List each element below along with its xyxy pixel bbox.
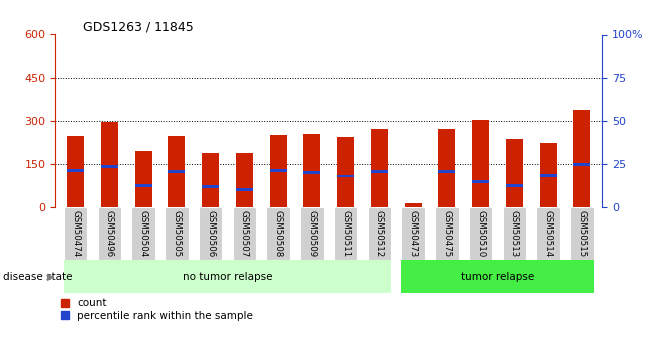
Bar (469, 207, 492, 260)
Text: GSM50511: GSM50511 (341, 210, 350, 257)
Text: GSM50509: GSM50509 (307, 210, 316, 257)
Bar (371, 170, 388, 172)
Text: GSM50505: GSM50505 (173, 210, 182, 257)
Bar (574, 163, 590, 166)
Bar (199, 207, 223, 260)
Bar (337, 137, 354, 207)
Bar (300, 207, 324, 260)
Bar (506, 139, 523, 207)
Text: GSM50512: GSM50512 (375, 210, 384, 257)
Bar (435, 207, 459, 260)
Bar (165, 207, 189, 260)
Bar (266, 207, 290, 260)
Bar (101, 122, 118, 207)
Bar (472, 180, 489, 183)
Bar (506, 184, 523, 187)
Text: GSM50473: GSM50473 (409, 210, 418, 257)
Bar (169, 136, 186, 207)
Bar (574, 110, 590, 207)
Bar (303, 134, 320, 207)
Text: GSM50496: GSM50496 (105, 210, 114, 257)
Bar (236, 153, 253, 207)
Bar (503, 207, 526, 260)
Bar (236, 188, 253, 191)
Bar (132, 207, 155, 260)
Bar (169, 170, 186, 173)
Text: GSM50475: GSM50475 (443, 210, 451, 257)
Text: GSM50508: GSM50508 (273, 210, 283, 257)
Bar (570, 207, 594, 260)
Bar (401, 207, 425, 260)
Text: tumor relapse: tumor relapse (461, 272, 534, 282)
Bar (202, 153, 219, 207)
Bar (270, 169, 286, 171)
Bar (337, 175, 354, 177)
Text: GSM50514: GSM50514 (544, 210, 553, 257)
Bar (439, 170, 455, 173)
Bar (232, 207, 256, 260)
Bar (540, 174, 557, 177)
Text: GSM50506: GSM50506 (206, 210, 215, 257)
Legend: count, percentile rank within the sample: count, percentile rank within the sample (61, 298, 253, 321)
Text: GSM50504: GSM50504 (139, 210, 148, 257)
Bar (439, 129, 455, 207)
Text: GSM50515: GSM50515 (577, 210, 587, 257)
Bar (202, 186, 219, 188)
Bar (540, 143, 557, 207)
Bar (270, 135, 286, 207)
Bar (334, 207, 357, 260)
Bar (135, 151, 152, 207)
Bar (368, 207, 391, 260)
Text: GSM50510: GSM50510 (476, 210, 485, 257)
Bar (401, 260, 594, 293)
Text: no tumor relapse: no tumor relapse (183, 272, 272, 282)
Bar (472, 120, 489, 207)
Bar (101, 165, 118, 168)
Bar (67, 136, 84, 207)
Text: ▶: ▶ (47, 272, 55, 282)
Bar (98, 207, 121, 260)
Text: GSM50513: GSM50513 (510, 210, 519, 257)
Text: GDS1263 / 11845: GDS1263 / 11845 (83, 20, 193, 33)
Bar (135, 184, 152, 187)
Bar (405, 203, 422, 207)
Bar (371, 129, 388, 207)
Bar (303, 171, 320, 174)
Text: GSM50507: GSM50507 (240, 210, 249, 257)
Bar (67, 169, 84, 171)
Text: disease state: disease state (3, 272, 73, 282)
Bar (536, 207, 560, 260)
Text: GSM50474: GSM50474 (71, 210, 80, 257)
Bar (64, 260, 391, 293)
Bar (64, 207, 87, 260)
